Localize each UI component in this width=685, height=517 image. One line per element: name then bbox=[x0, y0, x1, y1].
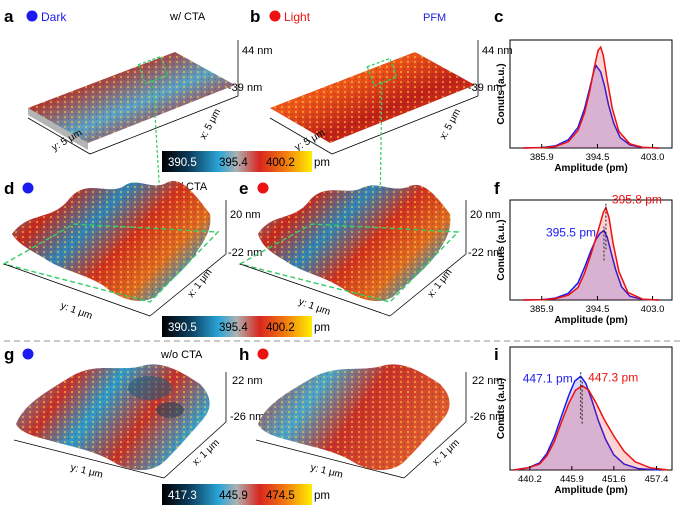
panel-d: d w/ CTA 20 nm -22 nm y: 1 μm x: 1 μm bbox=[2, 179, 262, 322]
x-axis-label: Amplitude (pm) bbox=[554, 163, 627, 174]
colorbar-3-min: 417.3 bbox=[168, 490, 197, 502]
series-area-1 bbox=[523, 65, 659, 148]
y-axis-b: y: 5 μm bbox=[293, 128, 327, 154]
colorbar-1-mid: 395.4 bbox=[219, 157, 248, 169]
colorbar-3-mid: 445.9 bbox=[219, 490, 248, 502]
panel-label-b: b bbox=[250, 7, 260, 26]
colorbar-1: 390.5 395.4 400.2 pm bbox=[162, 151, 330, 172]
colorbar-3-max: 474.5 bbox=[266, 490, 295, 502]
colorbar-1-unit: pm bbox=[314, 157, 330, 169]
panel-label-a: a bbox=[4, 7, 14, 26]
z-top-h: 22 nm bbox=[472, 375, 503, 387]
chart-panel-i: i 447.1 pm 447.3 pm 440.2 445.9 451.6 457.4 Am… bbox=[494, 345, 673, 496]
colorbar-3-unit: pm bbox=[314, 490, 330, 502]
x-tick-label: 385.9 bbox=[530, 304, 554, 315]
x-tick-label: 385.9 bbox=[530, 152, 554, 163]
peak-label-1: 395.5 pm bbox=[546, 225, 596, 239]
panel-label-i: i bbox=[494, 345, 499, 364]
y-axis-d: y: 1 μm bbox=[59, 300, 94, 322]
z-top-b: 44 nm bbox=[482, 45, 513, 57]
peak-label-2: 395.8 pm bbox=[612, 193, 662, 207]
series-line-1 bbox=[522, 229, 660, 301]
panel-e: e 20 nm -22 nm y: 1 μm x: 1 μm bbox=[238, 179, 502, 318]
x-axis-b: x: 5 μm bbox=[438, 107, 463, 141]
panel-h: h 22 nm -26 nm y: 1 μm x: 1 μm bbox=[239, 345, 504, 481]
z-bottom-h: -26 nm bbox=[470, 411, 504, 423]
series-line-2 bbox=[522, 205, 660, 301]
colorbar-3: 417.3 445.9 474.5 pm bbox=[162, 484, 330, 505]
colorbar-2-unit: pm bbox=[314, 322, 330, 334]
series-area-2 bbox=[523, 47, 659, 149]
series-area-1 bbox=[523, 230, 659, 300]
series-area-2 bbox=[523, 207, 659, 300]
y-axis-label: Conuts (a.u.) bbox=[496, 219, 507, 280]
colorbar-1-min: 390.5 bbox=[168, 157, 197, 169]
x-tick-label: 457.4 bbox=[645, 474, 669, 485]
note-pfm: PFM bbox=[423, 12, 446, 24]
z-top-a: 44 nm bbox=[242, 45, 273, 57]
z-bottom-g: -26 nm bbox=[230, 411, 264, 423]
panel-g: g w/o CTA 22 nm -26 nm y: 1 μm x: 1 μm bbox=[4, 345, 264, 481]
x-tick-label: 440.2 bbox=[518, 474, 542, 485]
colorbar-2-max: 400.2 bbox=[266, 322, 295, 334]
x-axis-a: x: 5 μm bbox=[198, 107, 223, 141]
y-axis-g: y: 1 μm bbox=[69, 462, 104, 481]
colorbar-1-max: 400.2 bbox=[266, 157, 295, 169]
z-bottom-e: -22 nm bbox=[468, 247, 502, 259]
chart-panel-c: c 385.9 394.5 403.0 Amplitude (pm) Conuts (a… bbox=[494, 7, 673, 174]
chart-frame bbox=[509, 39, 673, 149]
panel-label-d: d bbox=[4, 179, 14, 198]
z-bottom-a: -39 nm bbox=[228, 82, 262, 94]
x-axis-label: Amplitude (pm) bbox=[554, 315, 627, 326]
chart-frame bbox=[509, 346, 673, 471]
note-without-cta: w/o CTA bbox=[160, 349, 203, 361]
z-top-d: 20 nm bbox=[230, 209, 261, 221]
peak-label-1: 447.1 pm bbox=[523, 371, 573, 385]
y-axis-h: y: 1 μm bbox=[309, 462, 344, 481]
dark-marker-icon bbox=[26, 10, 38, 22]
peak-label-2: 447.3 pm bbox=[588, 371, 638, 385]
chart-panel-f: f 395.5 pm 395.8 pm 385.9 394.5 403.0 Amplitu… bbox=[494, 179, 673, 326]
panel-a: a Dark w/ CTA 44 nm -39 nm y: 5 μm x: 5 … bbox=[4, 7, 273, 155]
panel-b: b Light PFM 44 nm -39 nm y: 5 μm x: 5 μm bbox=[250, 7, 513, 155]
x-tick-label: 394.5 bbox=[586, 304, 610, 315]
x-tick-label: 445.9 bbox=[560, 474, 584, 485]
panel-label-f: f bbox=[494, 179, 500, 198]
panel-label-g: g bbox=[4, 345, 14, 364]
light-marker-icon-h bbox=[257, 348, 269, 360]
y-axis-e: y: 1 μm bbox=[297, 296, 332, 318]
x-axis-h: x: 1 μm bbox=[430, 437, 461, 468]
colorbar-2-min: 390.5 bbox=[168, 322, 197, 334]
chart-frame bbox=[509, 199, 673, 301]
panel-label-e: e bbox=[239, 179, 248, 198]
x-tick-label: 394.5 bbox=[586, 152, 610, 163]
colorbar-2: 390.5 395.4 400.2 pm bbox=[162, 316, 330, 337]
legend-light: Light bbox=[284, 10, 311, 24]
x-axis-label: Amplitude (pm) bbox=[554, 485, 627, 496]
z-top-g: 22 nm bbox=[232, 375, 263, 387]
x-tick-label: 403.0 bbox=[641, 152, 665, 163]
z-bottom-d: -22 nm bbox=[228, 247, 262, 259]
panel-label-c: c bbox=[494, 7, 503, 26]
series-line-2 bbox=[522, 45, 660, 149]
legend-dark: Dark bbox=[41, 10, 67, 24]
z-bottom-b: -39 nm bbox=[468, 82, 502, 94]
y-axis-label: Conuts (a.u.) bbox=[496, 63, 507, 124]
z-top-e: 20 nm bbox=[470, 209, 501, 221]
x-axis-g: x: 1 μm bbox=[190, 437, 221, 468]
x-tick-label: 403.0 bbox=[641, 304, 665, 315]
x-tick-label: 451.6 bbox=[602, 474, 626, 485]
note-with-cta-a: w/ CTA bbox=[169, 11, 206, 23]
light-marker-icon bbox=[269, 10, 281, 22]
panel-label-h: h bbox=[239, 345, 249, 364]
series-line-1 bbox=[522, 64, 660, 149]
colorbar-2-mid: 395.4 bbox=[219, 322, 248, 334]
series-area-2 bbox=[513, 385, 669, 470]
dark-marker-icon-d bbox=[22, 182, 34, 194]
y-axis-label: Conuts (a.u.) bbox=[496, 378, 507, 439]
light-marker-icon-e bbox=[257, 182, 269, 194]
dark-marker-icon-g bbox=[22, 348, 34, 360]
